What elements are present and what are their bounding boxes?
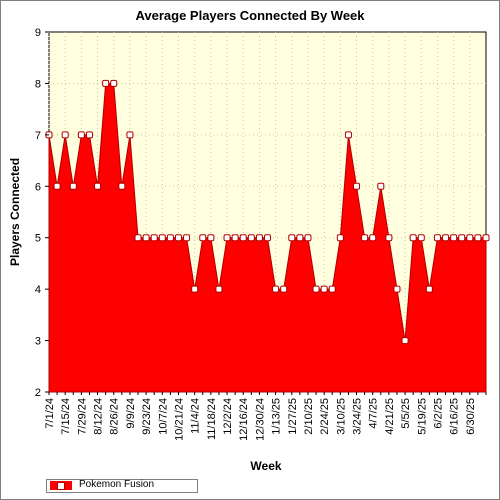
x-tick-label: 12/16/24 — [238, 398, 250, 441]
x-tick-label: 7/1/24 — [44, 398, 56, 429]
x-axis-ticks: 7/1/24 7/15/24 7/29/24 8/12/24 8/26/24 9/9/24… — [44, 392, 487, 441]
data-point-marker — [353, 182, 361, 190]
x-tick-label: 2/10/25 — [303, 398, 315, 435]
x-tick-label: 6/16/25 — [449, 398, 461, 435]
y-tick-label: 5 — [35, 233, 41, 245]
x-tick-label: 9/9/24 — [125, 398, 137, 429]
data-point-marker — [255, 234, 263, 242]
data-point-marker — [94, 182, 102, 190]
data-point-marker — [328, 285, 336, 293]
x-tick-label: 10/21/24 — [173, 398, 185, 441]
x-tick-label: 5/5/25 — [400, 398, 412, 429]
x-tick-label: 12/2/24 — [222, 398, 234, 435]
series-markers — [45, 79, 490, 345]
x-tick-label: 9/23/24 — [141, 398, 153, 435]
data-point-marker — [134, 234, 142, 242]
x-tick-label: 5/19/25 — [416, 398, 428, 435]
data-point-marker — [425, 285, 433, 293]
x-tick-label: 4/7/25 — [368, 398, 380, 429]
data-point-marker — [215, 285, 223, 293]
data-point-marker — [53, 182, 61, 190]
data-point-marker — [207, 234, 215, 242]
data-point-marker — [458, 234, 466, 242]
data-point-marker — [466, 234, 474, 242]
x-tick-label: 10/7/24 — [157, 398, 169, 435]
data-point-marker — [118, 182, 126, 190]
data-point-marker — [199, 234, 207, 242]
data-point-marker — [336, 234, 344, 242]
data-point-marker — [158, 234, 166, 242]
y-tick-label: 3 — [35, 336, 41, 348]
y-tick-label: 9 — [35, 27, 41, 39]
data-point-marker — [183, 234, 191, 242]
x-tick-label: 2/24/25 — [319, 398, 331, 435]
x-tick-label: 1/13/25 — [271, 398, 283, 435]
x-tick-label: 4/21/25 — [384, 398, 396, 435]
x-tick-label: 3/24/25 — [352, 398, 364, 435]
data-point-marker — [304, 234, 312, 242]
x-tick-label: 11/18/24 — [206, 398, 218, 440]
data-point-marker — [69, 182, 77, 190]
data-point-marker — [142, 234, 150, 242]
data-point-marker — [385, 234, 393, 242]
data-point-marker — [361, 234, 369, 242]
data-point-marker — [191, 285, 199, 293]
data-point-marker — [344, 131, 352, 139]
data-point-marker — [482, 234, 490, 242]
x-tick-label: 8/26/24 — [109, 398, 121, 435]
data-point-marker — [239, 234, 247, 242]
data-point-marker — [61, 131, 69, 139]
x-tick-label: 1/27/25 — [287, 398, 299, 435]
data-point-marker — [474, 234, 482, 242]
data-point-marker — [433, 234, 441, 242]
x-tick-label: 11/4/24 — [190, 398, 202, 434]
data-point-marker — [417, 234, 425, 242]
data-point-marker — [442, 234, 450, 242]
data-point-marker — [126, 131, 134, 139]
y-tick-label: 6 — [35, 181, 41, 193]
data-point-marker — [450, 234, 458, 242]
x-tick-label: 7/15/24 — [60, 398, 72, 435]
data-point-marker — [280, 285, 288, 293]
legend-swatch — [50, 481, 72, 490]
data-point-marker — [231, 234, 239, 242]
y-tick-label: 4 — [35, 284, 41, 296]
data-point-marker — [312, 285, 320, 293]
data-point-marker — [166, 234, 174, 242]
data-point-marker — [110, 79, 118, 87]
data-point-marker — [377, 182, 385, 190]
data-point-marker — [369, 234, 377, 242]
data-point-marker — [320, 285, 328, 293]
data-point-marker — [264, 234, 271, 242]
x-tick-label: 7/29/24 — [76, 398, 88, 435]
data-point-marker — [401, 337, 409, 345]
y-tick-label: 7 — [35, 130, 41, 142]
y-tick-label: 2 — [35, 387, 41, 399]
data-point-marker — [150, 234, 158, 242]
x-tick-label: 6/2/25 — [432, 398, 444, 429]
x-axis-title: Week — [250, 459, 281, 473]
data-point-marker — [272, 285, 280, 293]
x-tick-label: 8/12/24 — [93, 398, 105, 435]
x-tick-label: 6/30/25 — [465, 398, 477, 435]
data-point-marker — [174, 234, 182, 242]
x-tick-label: 12/30/24 — [254, 398, 266, 441]
data-point-marker — [247, 234, 255, 242]
x-tick-label: 3/10/25 — [335, 398, 347, 435]
data-point-marker — [288, 234, 296, 242]
legend-label: Pokemon Fusion — [79, 479, 155, 490]
data-point-marker — [296, 234, 304, 242]
data-point-marker — [409, 234, 417, 242]
y-tick-label: 8 — [35, 78, 41, 90]
data-point-marker — [77, 131, 85, 139]
data-point-marker — [393, 285, 401, 293]
y-axis-ticks: 2 3 4 5 6 7 8 9 — [35, 27, 49, 399]
data-point-marker — [102, 79, 110, 87]
data-point-marker — [85, 131, 93, 139]
legend: Pokemon Fusion — [46, 479, 198, 493]
y-axis-title: Players Connected — [8, 158, 22, 266]
data-point-marker — [223, 234, 231, 242]
chart-title: Average Players Connected By Week — [135, 8, 365, 23]
